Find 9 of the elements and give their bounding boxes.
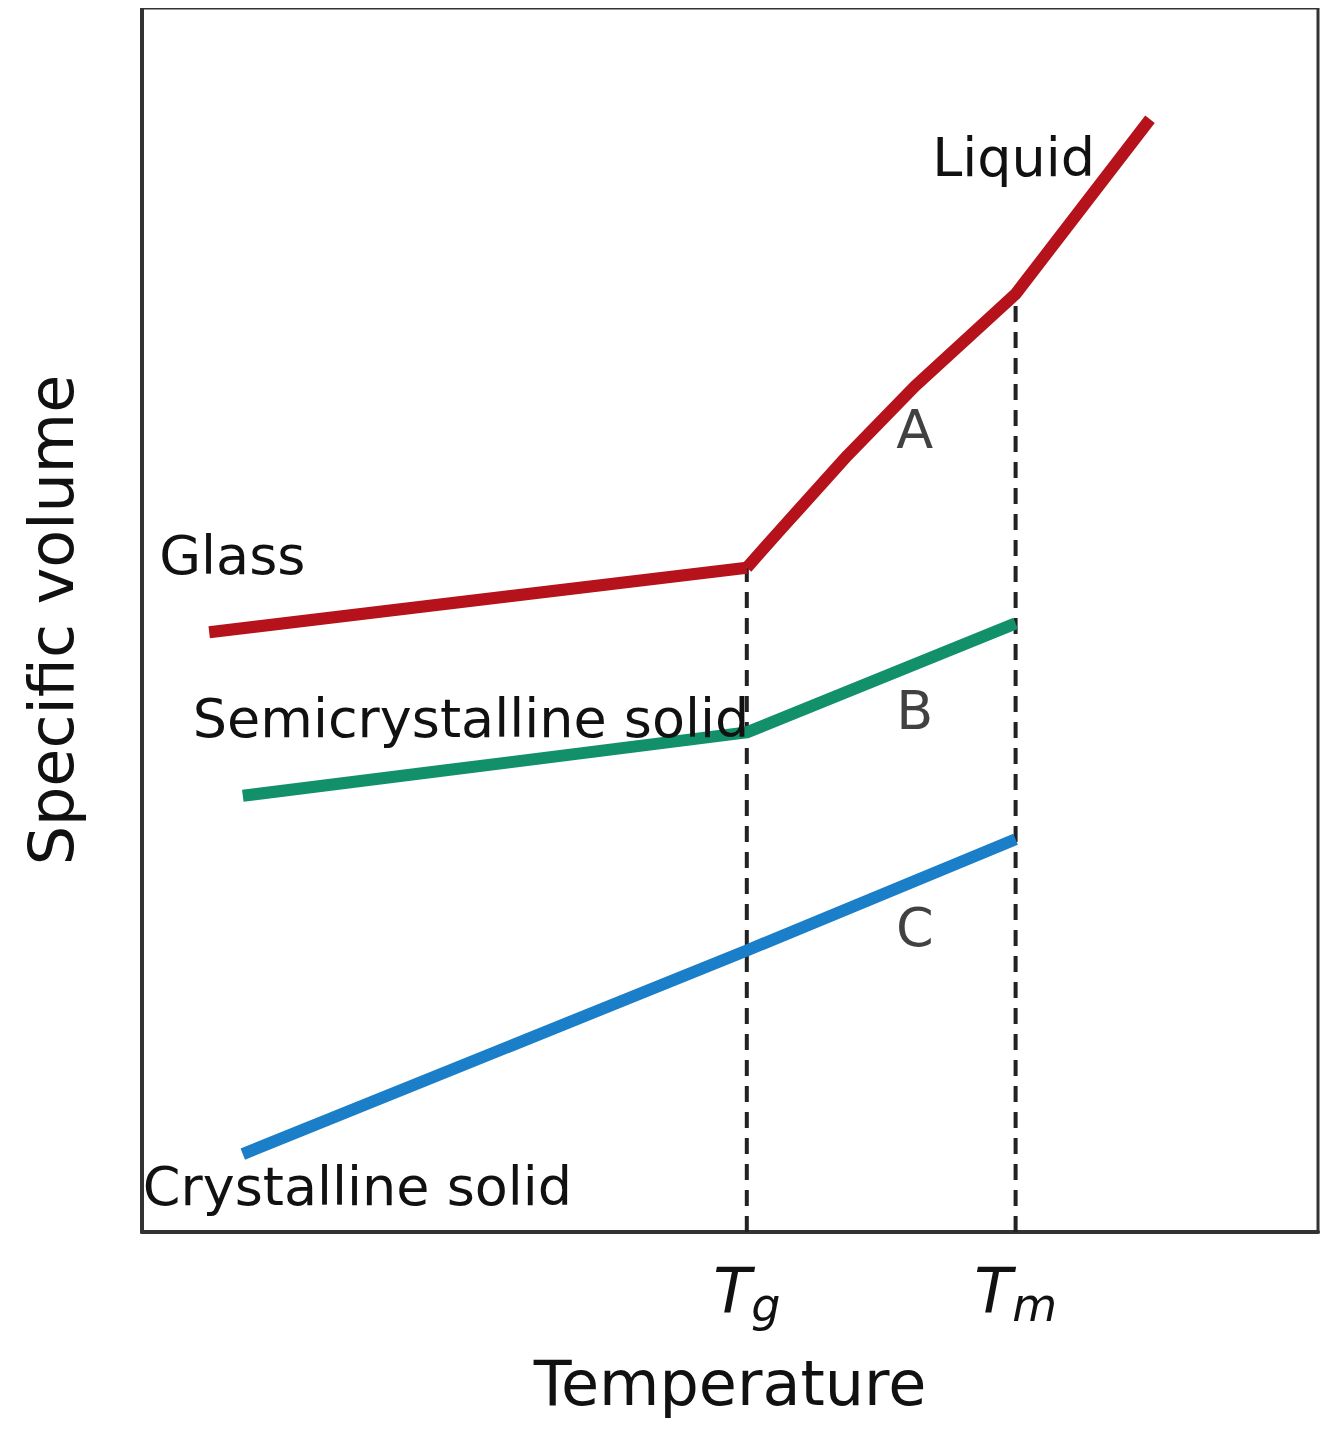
series-label: Semicrystalline solid — [192, 687, 750, 751]
x-axis-title: Temperature — [532, 1346, 927, 1420]
y-axis-title: Specific volume — [14, 374, 88, 866]
series-label: Glass — [159, 523, 306, 587]
series-label: Crystalline solid — [142, 1154, 573, 1218]
annotation: A — [896, 397, 934, 461]
annotation: C — [895, 895, 934, 959]
annotation: B — [896, 679, 934, 742]
series-label: Liquid — [932, 125, 1095, 189]
